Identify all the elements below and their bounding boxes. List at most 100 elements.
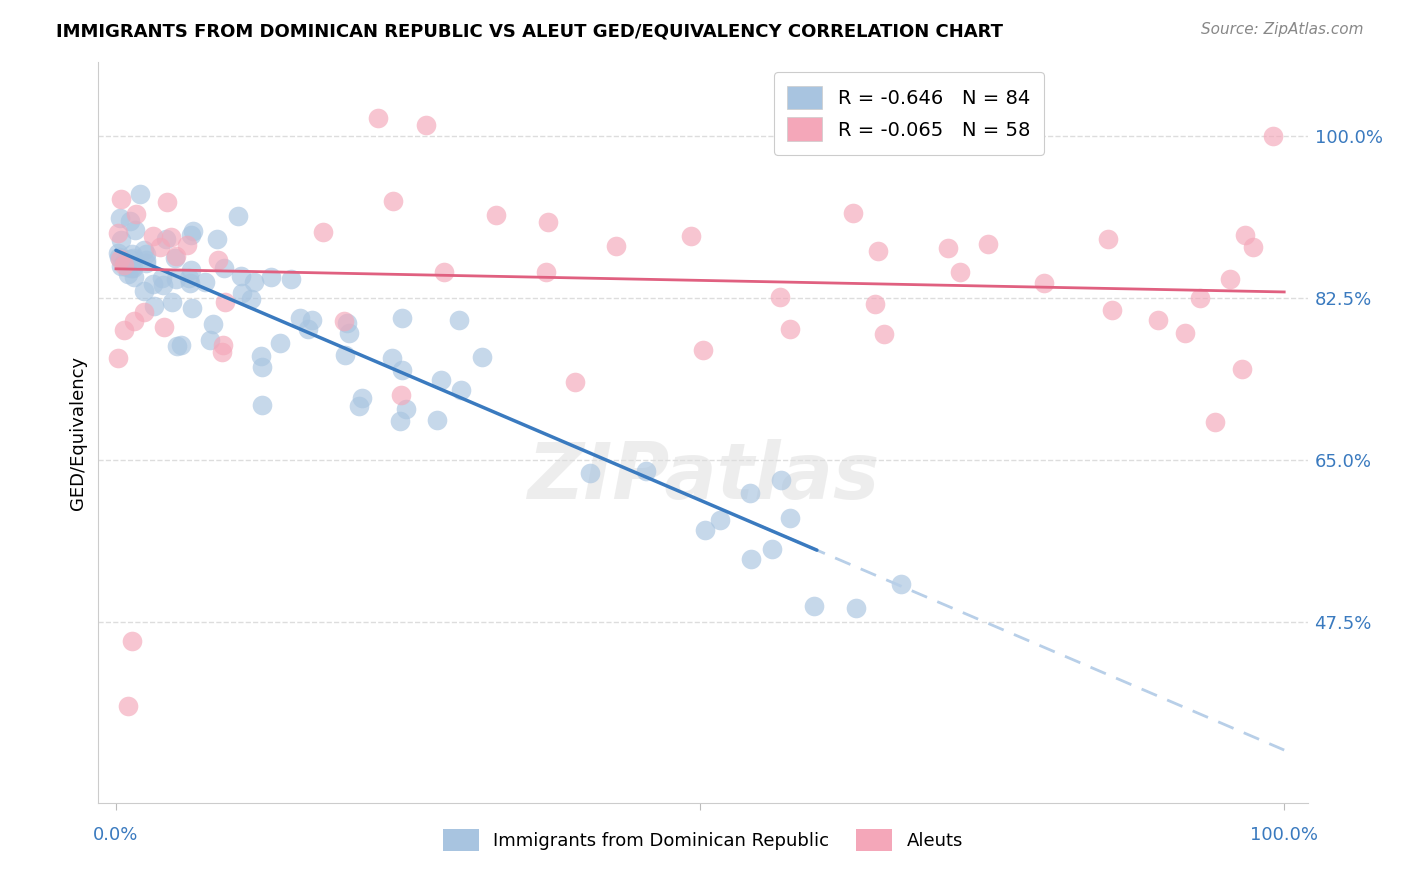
Point bbox=[243, 275, 266, 289]
Point bbox=[391, 363, 413, 377]
Point bbox=[107, 351, 129, 365]
Point bbox=[181, 301, 204, 315]
Point bbox=[214, 295, 236, 310]
Point bbox=[890, 576, 912, 591]
Point bbox=[740, 552, 762, 566]
Point bbox=[709, 513, 731, 527]
Point bbox=[121, 260, 143, 275]
Point bbox=[692, 343, 714, 358]
Point bbox=[205, 232, 228, 246]
Point bbox=[108, 211, 131, 225]
Point bbox=[1101, 303, 1123, 318]
Point bbox=[129, 187, 152, 202]
Point bbox=[165, 271, 187, 285]
Point bbox=[866, 244, 889, 258]
Point bbox=[135, 256, 157, 270]
Point bbox=[110, 260, 132, 274]
Y-axis label: GED/Equivalency: GED/Equivalency bbox=[69, 356, 87, 509]
Point bbox=[132, 243, 155, 257]
Point bbox=[107, 245, 129, 260]
Point bbox=[977, 236, 1000, 251]
Point bbox=[297, 322, 319, 336]
Point bbox=[134, 284, 156, 298]
Point bbox=[382, 194, 405, 208]
Point bbox=[180, 262, 202, 277]
Point bbox=[212, 260, 235, 275]
Point bbox=[769, 473, 792, 487]
Point bbox=[301, 313, 323, 327]
Point bbox=[121, 252, 143, 266]
Point bbox=[176, 238, 198, 252]
Point bbox=[395, 402, 418, 417]
Point bbox=[1261, 129, 1284, 144]
Legend: Immigrants from Dominican Republic, Aleuts: Immigrants from Dominican Republic, Aleu… bbox=[433, 821, 973, 861]
Point bbox=[449, 313, 471, 327]
Point bbox=[367, 111, 389, 125]
Point bbox=[155, 232, 177, 246]
Point bbox=[240, 292, 263, 306]
Point bbox=[110, 192, 132, 206]
Point bbox=[605, 239, 627, 253]
Point bbox=[117, 698, 139, 713]
Point bbox=[336, 316, 359, 330]
Point bbox=[260, 269, 283, 284]
Point bbox=[450, 383, 472, 397]
Point bbox=[693, 523, 716, 537]
Point bbox=[534, 265, 557, 279]
Point bbox=[107, 250, 129, 264]
Point bbox=[859, 137, 882, 152]
Point bbox=[1033, 276, 1056, 290]
Point bbox=[211, 344, 233, 359]
Point bbox=[1219, 272, 1241, 286]
Point bbox=[842, 206, 865, 220]
Point bbox=[761, 541, 783, 556]
Point bbox=[183, 224, 205, 238]
Point bbox=[200, 334, 222, 348]
Point bbox=[169, 338, 191, 352]
Point bbox=[117, 267, 139, 281]
Point bbox=[107, 226, 129, 240]
Point bbox=[936, 241, 959, 255]
Point bbox=[779, 511, 801, 525]
Point bbox=[143, 299, 166, 313]
Point bbox=[180, 227, 202, 242]
Point bbox=[152, 278, 174, 293]
Text: 100.0%: 100.0% bbox=[1250, 826, 1319, 844]
Point bbox=[1204, 415, 1226, 429]
Point bbox=[124, 223, 146, 237]
Point bbox=[202, 318, 225, 332]
Point bbox=[118, 252, 141, 266]
Point bbox=[863, 297, 886, 311]
Point bbox=[269, 336, 291, 351]
Point bbox=[352, 391, 374, 405]
Text: 0.0%: 0.0% bbox=[93, 826, 139, 844]
Point bbox=[949, 264, 972, 278]
Point bbox=[118, 214, 141, 228]
Point bbox=[738, 486, 761, 500]
Point bbox=[125, 207, 148, 221]
Point bbox=[163, 251, 186, 265]
Point bbox=[148, 239, 170, 253]
Point bbox=[179, 277, 201, 291]
Point bbox=[433, 265, 456, 279]
Point bbox=[681, 229, 703, 244]
Point bbox=[134, 304, 156, 318]
Point bbox=[231, 285, 253, 300]
Point bbox=[769, 290, 792, 304]
Point bbox=[166, 339, 188, 353]
Point bbox=[873, 327, 896, 342]
Text: Source: ZipAtlas.com: Source: ZipAtlas.com bbox=[1201, 22, 1364, 37]
Point bbox=[426, 413, 449, 427]
Point bbox=[112, 255, 135, 269]
Point bbox=[578, 466, 600, 480]
Point bbox=[537, 215, 560, 229]
Point bbox=[1230, 362, 1253, 376]
Point bbox=[415, 118, 437, 132]
Point bbox=[280, 272, 302, 286]
Point bbox=[250, 360, 273, 375]
Point bbox=[1097, 232, 1119, 246]
Point bbox=[135, 247, 157, 261]
Point bbox=[1147, 313, 1170, 327]
Point bbox=[803, 599, 825, 613]
Point bbox=[142, 229, 165, 244]
